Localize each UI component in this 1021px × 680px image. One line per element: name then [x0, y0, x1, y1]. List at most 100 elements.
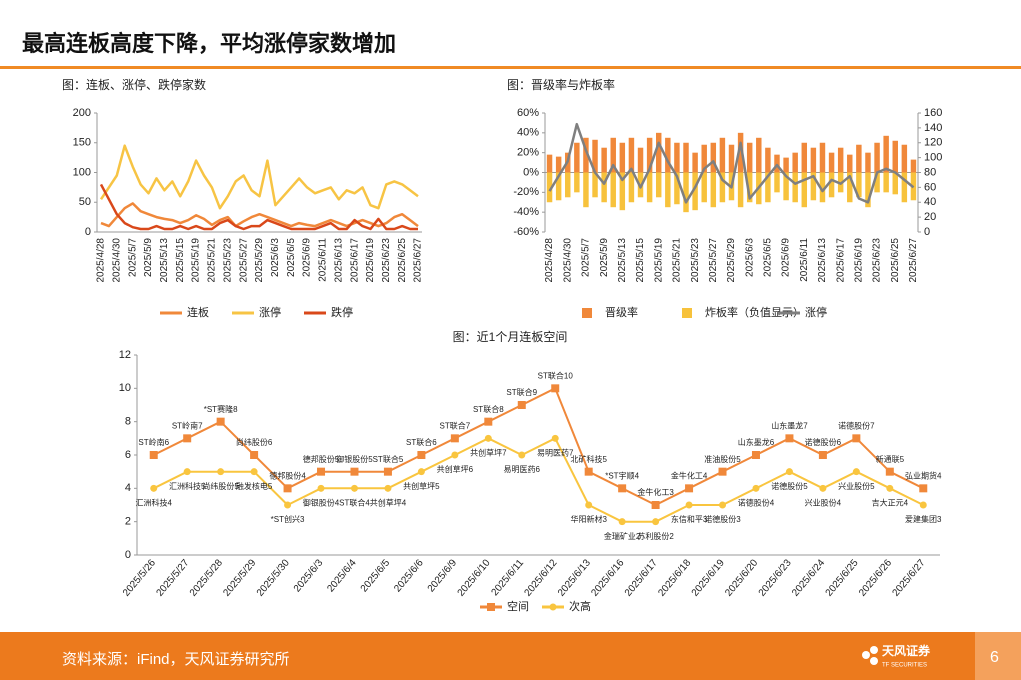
marker [618, 518, 626, 526]
page-box [975, 632, 1021, 680]
x-tick-label: 2025/6/19 [365, 238, 376, 283]
marker [417, 451, 426, 459]
bar [856, 172, 862, 198]
data-label: *ST创兴3 [271, 514, 305, 524]
y2-tick-label: 140 [924, 122, 942, 134]
x-tick-label: 2025/6/11 [318, 238, 329, 282]
bar [601, 172, 607, 203]
data-label: 诺德股份4 [738, 497, 775, 507]
y2-tick-label: 20 [924, 211, 936, 223]
x-tick-label: 2025/6/3 [744, 238, 755, 277]
y-tick-label: 12 [119, 349, 131, 361]
bar [774, 172, 780, 193]
legend-label: 次高 [569, 599, 591, 613]
legend-label: 炸板率（负值显示） [705, 305, 804, 319]
marker [785, 434, 794, 443]
y2-tick-label: 160 [924, 107, 942, 119]
data-label: 共创草坪6 [437, 464, 474, 474]
marker [585, 501, 593, 509]
y2-tick-label: 0 [924, 226, 930, 238]
marker [317, 467, 326, 476]
bar [746, 172, 753, 203]
data-label: 易明医药7 [537, 447, 574, 457]
bar [801, 172, 808, 208]
marker [718, 467, 727, 476]
data-label: ST联合10 [538, 370, 574, 380]
marker [250, 468, 258, 476]
data-label: ST联合5 [373, 454, 404, 464]
bar [892, 172, 898, 195]
marker [149, 451, 158, 459]
series-line [153, 437, 924, 523]
bar [683, 172, 689, 213]
x-tick-label: 2025/6/23 [381, 238, 392, 283]
series-line [548, 122, 915, 204]
data-label: 北矿科技5 [570, 454, 607, 464]
marker [551, 434, 559, 442]
data-label: 诺德股份7 [838, 420, 875, 430]
x-tick-label: 2025/6/27 [908, 238, 919, 283]
x-tick-label: 2025/5/23 [222, 238, 233, 283]
bar [674, 172, 680, 205]
x-tick-label: 2025/5/29 [254, 238, 265, 283]
y-tick-label: -40% [513, 206, 539, 218]
data-label: ST联合6 [406, 437, 437, 447]
bar [610, 137, 616, 173]
footer-band [0, 632, 1021, 680]
marker [517, 401, 526, 409]
bar [874, 172, 880, 193]
data-label: ST联合4 [339, 497, 370, 507]
data-label: ST联合7 [440, 420, 471, 430]
bar [601, 147, 607, 173]
data-label: 尚纬股份6 [236, 437, 273, 447]
x-tick-label: 2025/5/19 [653, 238, 664, 283]
bar [628, 137, 635, 173]
bar [583, 172, 589, 208]
marker [551, 384, 560, 393]
y-tick-label: 60% [517, 107, 539, 119]
x-tick-label: 2025/5/19 [191, 238, 202, 283]
bar [810, 172, 817, 201]
x-tick-label: 2025/5/21 [207, 238, 218, 283]
x-tick-label: 2025/4/30 [562, 238, 573, 283]
data-label: 汇洲科技4 [136, 497, 173, 507]
data-label: 御银股份5 [336, 454, 373, 464]
marker [216, 417, 225, 426]
bar [756, 137, 762, 173]
bar [828, 172, 835, 198]
series-line [100, 202, 419, 228]
bar [692, 172, 698, 211]
x-tick-label: 2025/6/11 [490, 557, 527, 598]
marker [885, 467, 894, 476]
data-label: 融发核电5 [236, 481, 273, 491]
bar [719, 137, 726, 173]
marker [651, 501, 660, 509]
bar [847, 154, 853, 173]
bar [610, 172, 616, 208]
bar [783, 157, 789, 173]
marker [852, 434, 861, 443]
marker [183, 468, 191, 476]
x-tick-label: 2025/6/5 [763, 238, 774, 277]
x-tick-label: 2025/6/9 [426, 557, 460, 594]
data-label: 汇洲科技5 [169, 481, 206, 491]
marker [818, 451, 827, 459]
y-tick-label: 100 [73, 166, 91, 178]
bar [637, 147, 644, 173]
bar [574, 172, 580, 193]
y-tick-label: 8 [125, 416, 131, 428]
y-tick-label: 50 [79, 196, 91, 208]
legend-label: 跌停 [331, 305, 353, 319]
data-label: 德邦股份5 [303, 454, 340, 464]
x-tick-label: 2025/6/9 [302, 238, 313, 277]
x-tick-label: 2025/5/30 [255, 557, 292, 598]
data-label: 苏利股份2 [637, 531, 674, 541]
x-tick-label: 2025/6/16 [589, 557, 626, 598]
marker [584, 467, 593, 476]
marker [719, 501, 727, 509]
bar [683, 142, 689, 173]
bar [837, 147, 844, 173]
bar [828, 152, 835, 173]
data-label: 新通联5 [876, 454, 905, 464]
